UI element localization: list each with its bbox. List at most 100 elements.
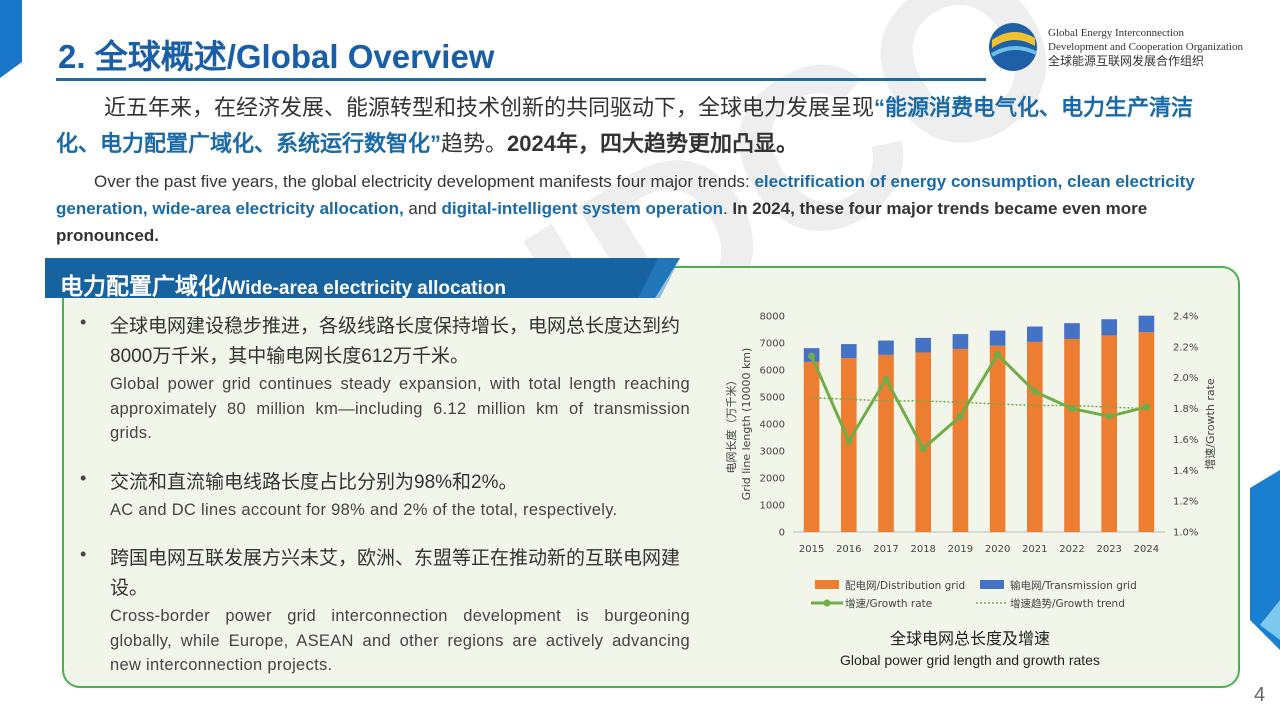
marker <box>1105 412 1113 420</box>
bullet-zh: 跨国电网互联发展方兴未艾，欧洲、东盟等正在推动新的互联电网建设。 <box>110 548 681 599</box>
bar <box>1101 319 1118 336</box>
intro-segment: In 2024, these four major trends became … <box>56 199 1148 245</box>
y-tick-label: 1000 <box>760 501 785 512</box>
bullet-en: Cross-border power grid interconnection … <box>110 607 690 674</box>
x-tick-label: 2017 <box>873 544 898 555</box>
legend-swatch <box>980 580 1004 589</box>
bullet-en: AC and DC lines account for 98% and 2% o… <box>110 500 618 519</box>
line <box>810 352 1147 452</box>
bullet: 交流和直流输电线路长度占比分别为98%和2%。 AC and DC lines a… <box>80 468 690 523</box>
legend-label: 输电网/Transmission grid <box>1010 579 1137 592</box>
marker <box>1142 403 1150 411</box>
marker <box>994 351 1002 359</box>
chart-subtitle: Global power grid length and growth rate… <box>840 652 1100 668</box>
bar <box>915 352 932 532</box>
marker <box>1031 388 1039 396</box>
intro-zh: 近五年来，在经济发展、能源转型和技术创新的共同驱动下，全球电力发展呈现“能源消费… <box>56 90 1236 162</box>
org-zh: 全球能源互联网发展合作组织 <box>1048 54 1205 68</box>
x-tick-label: 2023 <box>1096 544 1121 555</box>
marker <box>808 352 816 360</box>
x-tick-label: 2018 <box>910 544 935 555</box>
bar <box>878 354 894 532</box>
y-tick-label: 3000 <box>760 447 785 458</box>
x-tick-label: 2019 <box>948 544 973 555</box>
bullet-en: Global power grid continues steady expan… <box>110 375 690 442</box>
y-tick-label: 5000 <box>760 393 785 404</box>
x-tick-label: 2021 <box>1022 544 1047 555</box>
intro-segment: 2024年，四大趋势更加凸显。 <box>507 131 798 156</box>
bar <box>1101 335 1118 532</box>
y-tick-label: 4000 <box>760 420 785 431</box>
bullet: 跨国电网互联发展方兴未艾，欧洲、东盟等正在推动新的互联电网建设。 Cross-bo… <box>80 544 690 678</box>
bar <box>803 361 820 532</box>
y2-tick-label: 1.8% <box>1173 404 1198 415</box>
chart: 0 1000 2000 3000 4000 5000 6000 7000 8000 1.0% 1.2… <box>724 312 1217 669</box>
intro-segment: electrification of energy consumption, c… <box>56 172 1195 218</box>
y2-tick-label: 1.0% <box>1173 528 1198 539</box>
y-tick-label: 0 <box>779 528 785 539</box>
intro-en: Over the past five years, the global ele… <box>56 168 1231 249</box>
section-zh: 电力配置广域化/ <box>60 273 228 299</box>
chart-title: 全球电网总长度及增速 <box>890 629 1050 648</box>
y-axis-label: Grid line length (10000 km) <box>740 348 753 501</box>
y-axis-label: 电网长度（万千米） <box>724 375 738 474</box>
intro-segment: and <box>403 199 442 218</box>
page-number: 4 <box>1254 684 1266 706</box>
intro-segment: 近五年来，在经济发展、能源转型和技术创新的共同驱动下，全球电力发展呈现 <box>104 95 875 120</box>
y2-tick-label: 2.4% <box>1173 312 1198 323</box>
bar <box>1138 315 1155 333</box>
y-tick-label: 8000 <box>760 312 785 323</box>
marker <box>845 437 853 445</box>
section-title: 电力配置广域化/Wide-area electricity allocation <box>60 267 506 301</box>
legend-label: 配电网/Distribution grid <box>845 579 965 592</box>
y-tick-label: 6000 <box>760 366 785 377</box>
bullet-zh: 全球电网建设稳步推进，各级线路长度保持增长，电网总长度达到约8000万千米，其中… <box>110 316 681 367</box>
legend-swatch <box>815 580 839 589</box>
marker <box>882 375 890 383</box>
intro-segment: Over the past five years, the global ele… <box>94 172 755 191</box>
bullet-zh: 交流和直流输电线路长度占比分别为98%和2%。 <box>110 471 518 493</box>
y2-tick-label: 2.2% <box>1173 342 1198 353</box>
x-tick-label: 2020 <box>985 544 1010 555</box>
org-en: Global Energy Interconnection <box>1048 27 1185 39</box>
bar <box>1064 323 1080 339</box>
marker <box>1068 405 1076 413</box>
y2-tick-label: 1.4% <box>1173 466 1198 477</box>
bar <box>1026 341 1043 532</box>
y2-tick-label: 1.6% <box>1173 435 1198 446</box>
org-en: Development and Cooperation Organization <box>1048 41 1243 53</box>
marker <box>919 445 927 453</box>
x-tick-label: 2022 <box>1059 544 1084 555</box>
bar <box>1064 338 1080 532</box>
intro-segment: “能源消费电气化、电力生产清洁化、电力配置广域化、系统运行数智化” <box>56 95 1194 156</box>
legend-marker <box>823 599 831 607</box>
bar <box>952 334 969 349</box>
section-en: Wide-area electricity allocation <box>227 278 506 299</box>
legend-label: 增速趋势/Growth trend <box>1010 597 1125 610</box>
y-tick-label: 2000 <box>760 474 785 485</box>
bullet: 全球电网建设稳步推进，各级线路长度保持增长，电网总长度达到约8000万千米，其中… <box>80 312 690 446</box>
trend-line <box>811 397 1147 410</box>
bar <box>840 344 857 359</box>
bar <box>952 348 969 532</box>
bar <box>989 345 1006 532</box>
bar <box>1026 326 1043 342</box>
y2-tick-label: 1.2% <box>1173 497 1198 508</box>
legend-label: 增速/Growth rate <box>845 597 932 610</box>
bar <box>840 358 857 532</box>
bar <box>989 330 1006 346</box>
intro-segment: 趋势。 <box>441 131 508 156</box>
bar <box>915 337 932 353</box>
bar <box>1138 332 1155 532</box>
intro-segment: digital-intelligent system operation <box>441 199 723 218</box>
x-tick-label: 2015 <box>799 544 824 555</box>
x-tick-label: 2024 <box>1134 544 1159 555</box>
bullet-list: 全球电网建设稳步推进，各级线路长度保持增长，电网总长度达到约8000万千米，其中… <box>80 312 690 700</box>
y-tick-label: 7000 <box>760 339 785 350</box>
x-tick-label: 2016 <box>836 544 861 555</box>
y2-tick-label: 2.0% <box>1173 373 1198 384</box>
y2-axis-label: 增速/Growth rate <box>1203 378 1217 470</box>
marker <box>956 412 964 420</box>
